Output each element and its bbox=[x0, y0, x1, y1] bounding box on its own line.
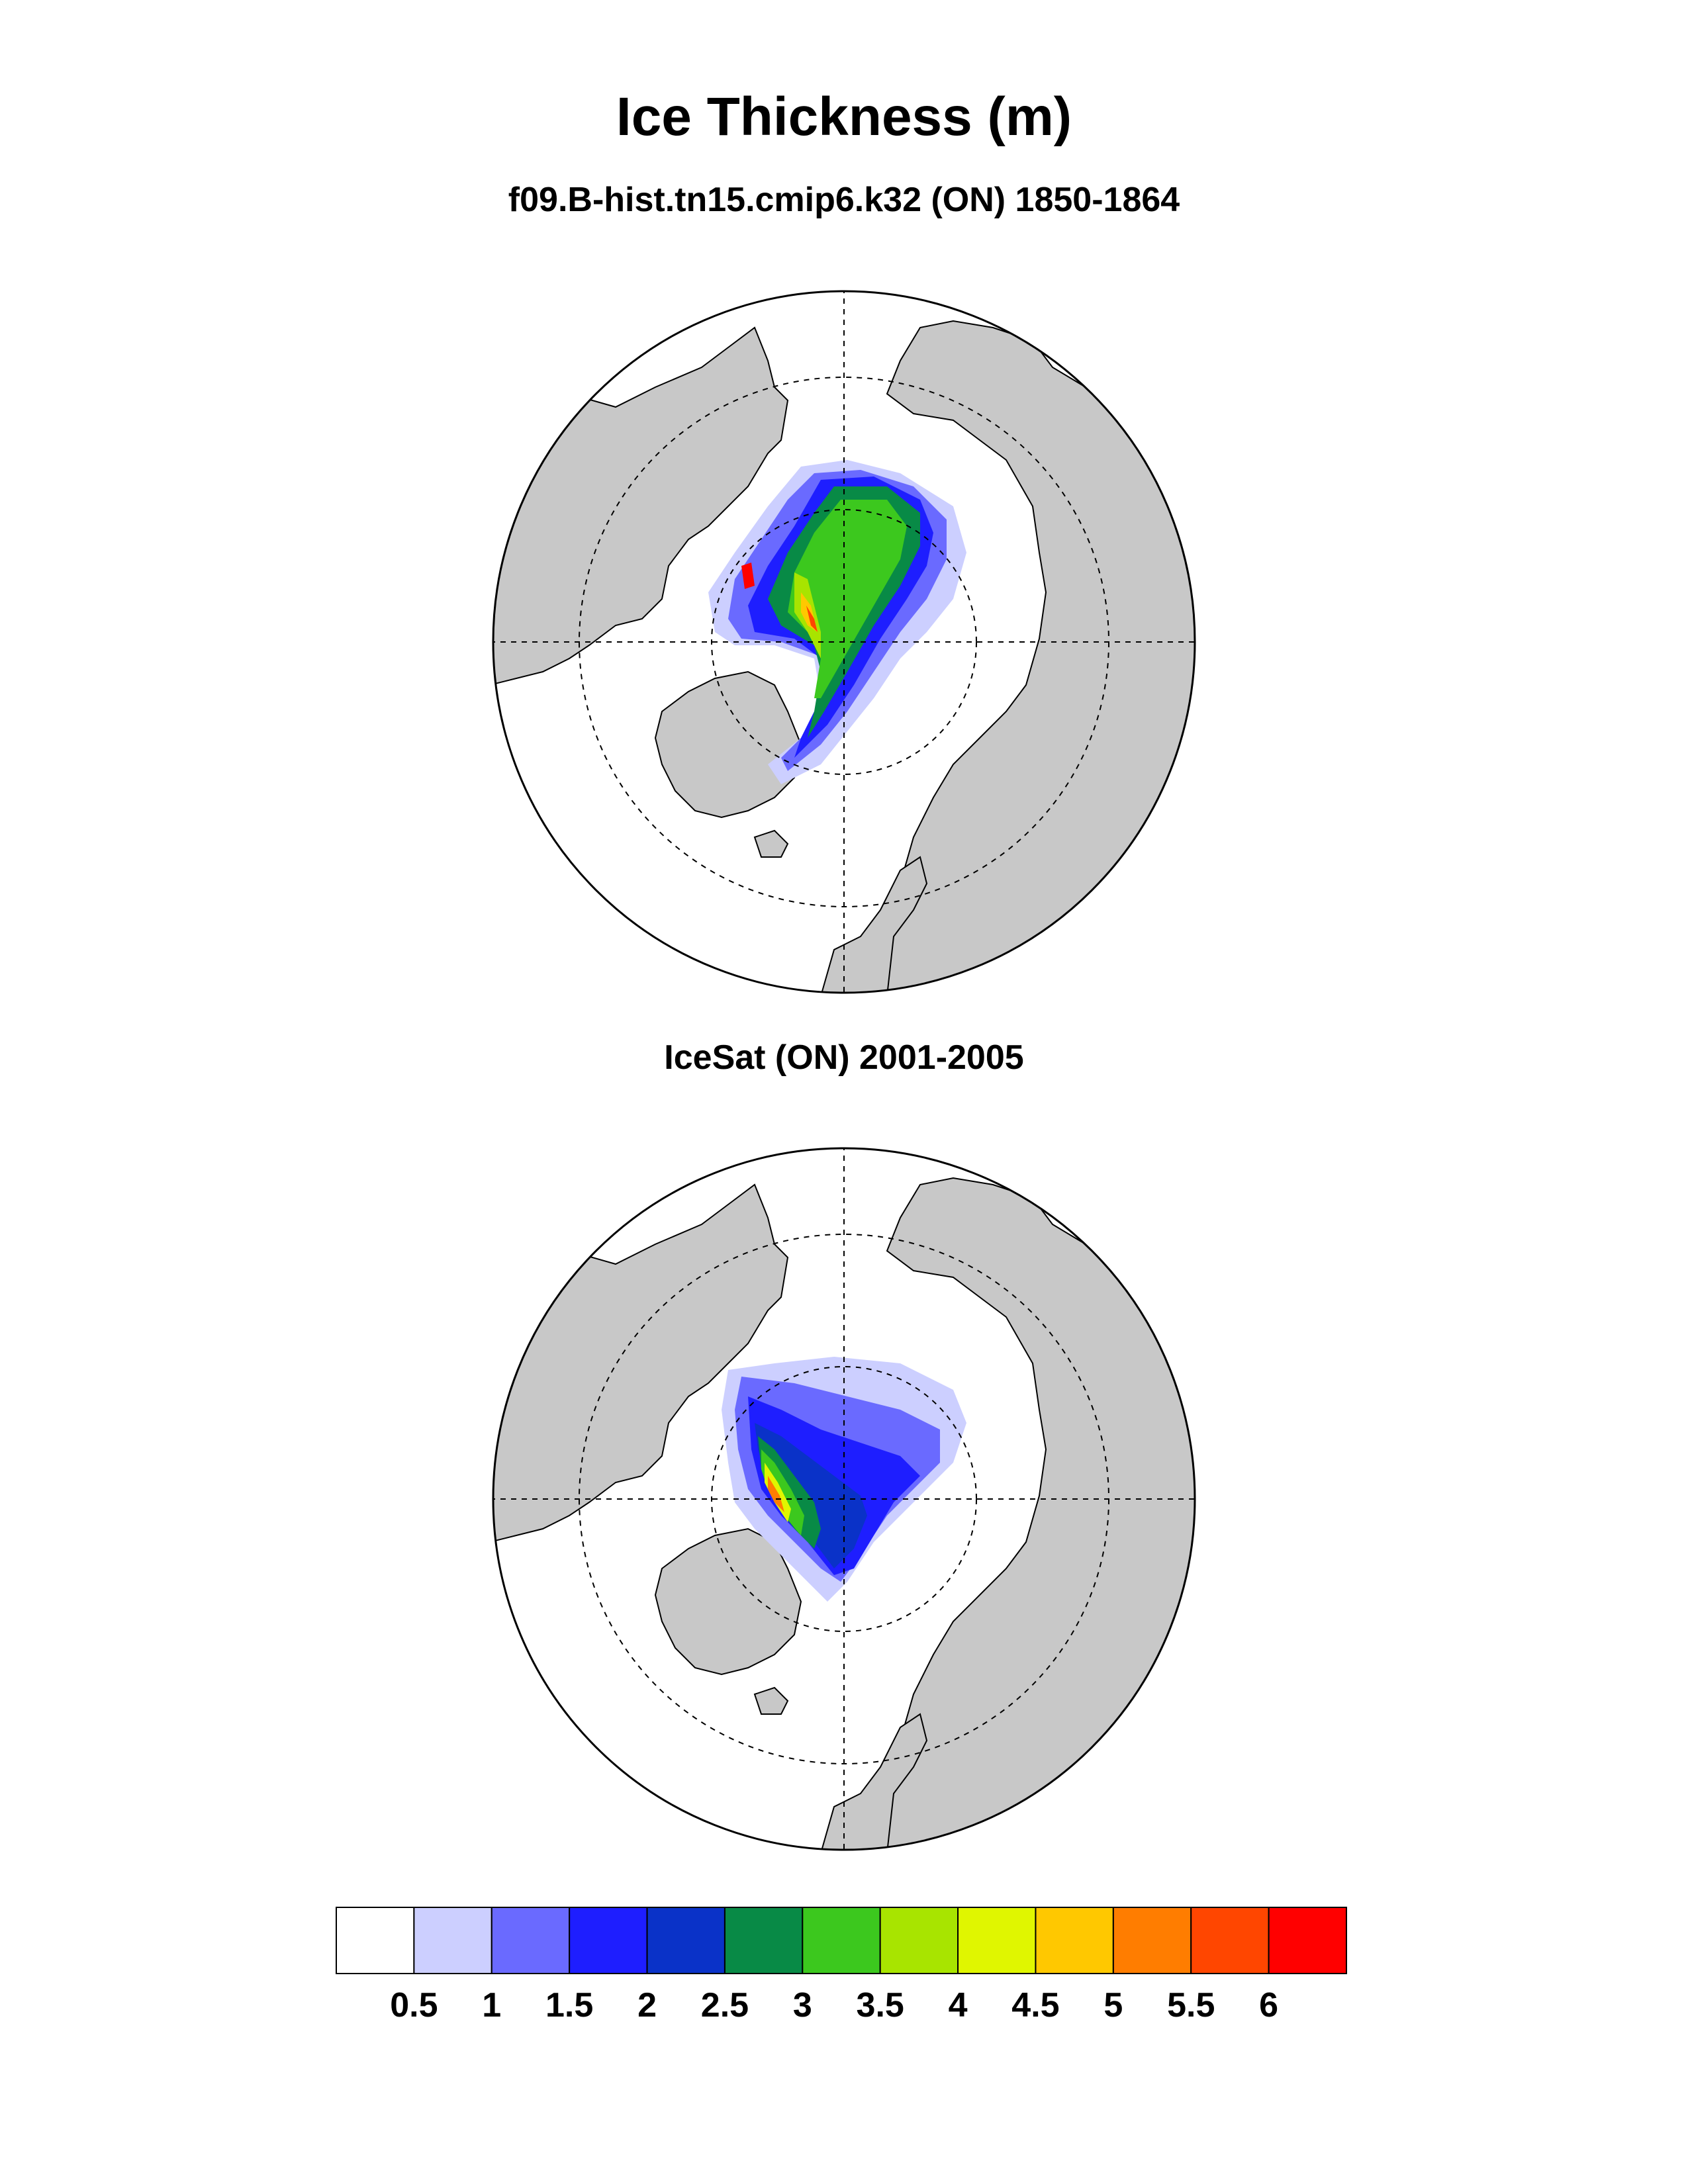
model-polar-map bbox=[492, 290, 1196, 994]
ice-thickness-field bbox=[708, 460, 966, 784]
colorbar-swatch bbox=[336, 1907, 415, 1974]
main-title: Ice Thickness (m) bbox=[616, 87, 1072, 147]
colorbar-swatch bbox=[491, 1907, 571, 1974]
colorbar-tick-label: 4 bbox=[948, 1986, 968, 2025]
colorbar-tick-label: 1 bbox=[482, 1986, 502, 2025]
colorbar-swatch bbox=[1112, 1907, 1192, 1974]
colorbar-tick-label: 6 bbox=[1259, 1986, 1279, 2025]
colorbar-swatch bbox=[1190, 1907, 1270, 1974]
colorbar-tick-label: 3 bbox=[792, 1986, 812, 2025]
colorbar-swatch bbox=[646, 1907, 726, 1974]
colorbar-tick-label: 5 bbox=[1103, 1986, 1123, 2025]
colorbar-tick-label: 3.5 bbox=[856, 1986, 904, 2025]
colorbar-tick-label: 1.5 bbox=[545, 1986, 594, 2025]
panel-1-subtitle: f09.B-hist.tn15.cmip6.k32 (ON) 1850-1864 bbox=[508, 181, 1180, 219]
colorbar-swatch bbox=[569, 1907, 648, 1974]
ice-thickness-field bbox=[722, 1357, 966, 1602]
colorbar-tick-label: 2.5 bbox=[700, 1986, 749, 2025]
colorbar-tick-label: 0.5 bbox=[390, 1986, 438, 2025]
colorbar-swatch bbox=[879, 1907, 959, 1974]
graticule bbox=[493, 291, 1195, 993]
map-border bbox=[492, 290, 1196, 994]
colorbar-tick-label: 2 bbox=[637, 1986, 657, 2025]
colorbar bbox=[336, 1907, 1347, 1974]
colorbar-swatch bbox=[1035, 1907, 1114, 1974]
panel-2-subtitle: IceSat (ON) 2001-2005 bbox=[664, 1038, 1024, 1077]
colorbar-swatch bbox=[413, 1907, 492, 1974]
map-border bbox=[492, 1147, 1196, 1851]
colorbar-labels: 0.5 1 1.5 2 2.5 3 3.5 4 4.5 5 5.5 6 bbox=[0, 1985, 1688, 2038]
colorbar-swatch bbox=[724, 1907, 804, 1974]
graticule bbox=[493, 1148, 1195, 1850]
colorbar-swatch bbox=[802, 1907, 881, 1974]
colorbar-swatch bbox=[957, 1907, 1037, 1974]
icesat-polar-map bbox=[492, 1147, 1196, 1851]
colorbar-tick-label: 4.5 bbox=[1011, 1986, 1060, 2025]
colorbar-tick-label: 5.5 bbox=[1167, 1986, 1215, 2025]
colorbar-swatch bbox=[1268, 1907, 1347, 1974]
